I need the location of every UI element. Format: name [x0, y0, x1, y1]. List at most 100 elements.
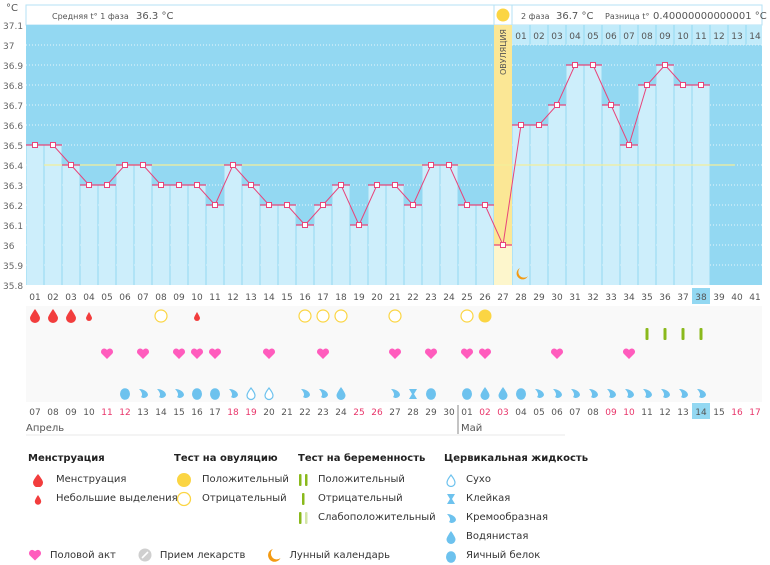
calendar-date-label: 22: [299, 408, 310, 418]
temperature-bar: [638, 85, 656, 285]
cycle-day-label: 18: [335, 293, 347, 303]
pregnancy-test-negative-icon: [645, 328, 649, 340]
cycle-day-label: 12: [227, 293, 238, 303]
heart-icon: [424, 348, 438, 359]
temperature-bar: [368, 185, 386, 285]
phase2-day-label: 05: [587, 32, 598, 42]
temperature-point: [590, 62, 596, 68]
phase2-day-label: 06: [605, 32, 617, 42]
calendar-date-label: 03: [497, 408, 508, 418]
cycle-day-label: 32: [587, 293, 598, 303]
phase2-day-label: 03: [551, 32, 562, 42]
legend-label: Сухо: [466, 474, 491, 485]
blood-drop-icon: [28, 473, 48, 487]
cycle-day-label: 07: [137, 293, 148, 303]
temperature-point: [374, 182, 380, 188]
temperature-point: [50, 142, 56, 148]
temperature-point: [644, 82, 650, 88]
eggwhite-icon: [210, 388, 220, 400]
blood-drop-icon: [66, 309, 76, 323]
temperature-bar: [80, 185, 98, 285]
weak-double-bar-icon: [298, 511, 310, 525]
ovulation-test-negative-icon: [154, 309, 168, 323]
temperature-bar: [242, 185, 260, 285]
legend-pregnancy-test: Тест на беременность Положительный Отриц…: [298, 453, 436, 527]
cycle-day-label: 01: [29, 293, 40, 303]
creamy-drop-icon: [661, 389, 670, 398]
legend-item-intercourse: Половой акт: [28, 549, 116, 561]
current-day-highlight: [692, 288, 710, 304]
temperature-bar: [566, 65, 584, 285]
temperature-bar: [512, 125, 530, 285]
ovulation-bar: [494, 245, 512, 285]
cycle-day-label: 15: [281, 293, 292, 303]
legend-item-eggwhite: Яичный белок: [444, 546, 588, 565]
temperature-bar: [530, 125, 548, 285]
y-tick-label: 36.6: [3, 122, 23, 132]
temperature-point: [446, 162, 452, 168]
y-axis-unit: °C: [6, 3, 18, 14]
diff-label: Разница t°: [605, 12, 649, 21]
phase2-value: 36.7 °C: [556, 11, 593, 22]
temperature-bar: [188, 185, 206, 285]
legend-label: Половой акт: [50, 549, 116, 561]
legend-item-menstruation: Менструация: [28, 470, 178, 489]
phase2-day-label: 14: [749, 32, 761, 42]
temperature-point: [356, 222, 362, 228]
cycle-day-label: 22: [407, 293, 418, 303]
calendar-date-label: 25: [353, 408, 364, 418]
y-tick-label: 35.8: [3, 282, 23, 292]
temperature-point: [176, 182, 182, 188]
creamy-drop-icon: [679, 389, 688, 398]
calendar-date-label: 09: [605, 408, 617, 418]
cycle-day-label: 03: [65, 293, 76, 303]
pregnancy-test-negative-icon: [663, 328, 667, 340]
watery-drop-icon: [444, 530, 458, 544]
temperature-bar: [476, 205, 494, 285]
heart-icon: [208, 348, 222, 359]
creamy-drop-icon: [607, 389, 616, 398]
cycle-day-label: 17: [317, 293, 328, 303]
temperature-point: [194, 182, 200, 188]
temperature-bar: [602, 105, 620, 285]
calendar-date-label: 15: [713, 408, 724, 418]
temperature-point: [554, 102, 560, 108]
calendar-date-label: 30: [443, 408, 455, 418]
ovulation-label: ОВУЛЯЦИЯ: [499, 29, 508, 75]
y-tick-label: 37.1: [3, 22, 23, 32]
ovulation-test-negative-icon: [388, 309, 402, 323]
temperature-point: [266, 202, 272, 208]
y-tick-label: 36.5: [3, 142, 23, 152]
ovulation-test-negative-icon: [316, 309, 330, 323]
cycle-day-label: 13: [245, 293, 256, 303]
heart-icon: [478, 348, 492, 359]
heart-icon: [550, 348, 564, 359]
phase2-day-row: [512, 25, 762, 45]
temperature-point: [140, 162, 146, 168]
calendar-date-label: 14: [155, 408, 167, 418]
empty-circle-icon: [174, 491, 194, 507]
legend-item-preg-positive: Положительный: [298, 470, 436, 489]
creamy-drop-icon: [571, 389, 580, 398]
phase2-day-label: 02: [533, 32, 544, 42]
cycle-day-label: 11: [209, 293, 220, 303]
temperature-point: [680, 82, 686, 88]
ovulation-column: [494, 25, 512, 285]
temperature-bar: [26, 145, 44, 285]
phase2-day-label: 04: [569, 32, 581, 42]
temperature-point: [230, 162, 236, 168]
cycle-day-label: 02: [47, 293, 58, 303]
blood-drop-icon: [48, 309, 58, 323]
y-tick-label: 36.8: [3, 82, 23, 92]
temperature-bar: [278, 205, 296, 285]
eggwhite-icon: [426, 388, 436, 400]
calendar-date-label: 16: [731, 408, 743, 418]
temperature-point: [572, 62, 578, 68]
legend-item-ov-negative: Отрицательный: [174, 489, 289, 508]
temperature-bar: [152, 185, 170, 285]
cycle-day-label: 29: [533, 293, 545, 303]
heart-icon: [100, 348, 114, 359]
legend-label: Небольшие выделения: [56, 493, 178, 504]
cycle-day-label: 31: [569, 293, 580, 303]
calendar-date-label: 16: [191, 408, 203, 418]
